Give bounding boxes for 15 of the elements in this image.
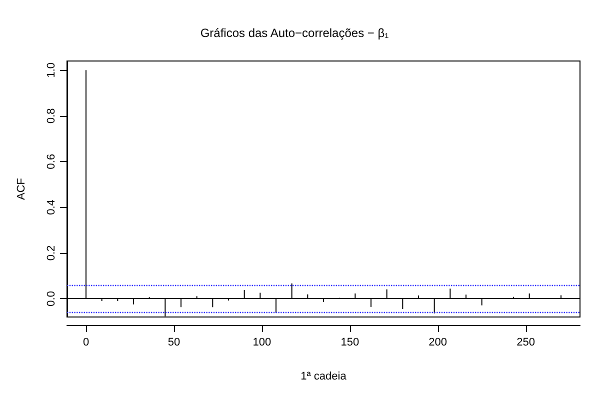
x-tick-label: 150 [340,336,360,348]
x-tick-label: 200 [428,336,448,348]
x-tick-label: 100 [252,336,272,348]
chart-title: Gráficos das Auto−correlações − β₁ [200,26,389,40]
y-axis-title: ACF [16,178,28,200]
x-tick-label: 50 [168,336,180,348]
y-tick-label: 0.6 [46,154,58,170]
x-axis-title: 1ª cadeia [300,370,348,382]
x-tick-label: 250 [516,336,535,348]
x-tick-label: 0 [82,336,90,348]
y-tick-label: 0.4 [46,200,58,215]
y-tick-label: 0.8 [46,108,58,124]
y-tick-label: 1.0 [46,62,58,78]
y-tick-label: 0.2 [46,245,58,261]
y-tick-label: 0.0 [46,291,58,306]
